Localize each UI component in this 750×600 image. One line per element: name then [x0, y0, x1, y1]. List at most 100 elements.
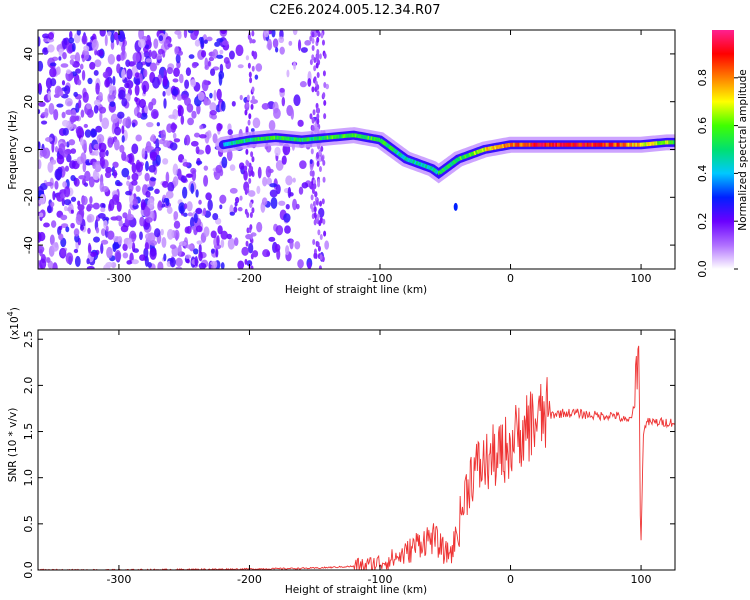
noise-speckle: [62, 150, 68, 158]
ridge-segment: [467, 153, 470, 158]
noise-speckle: [203, 226, 210, 237]
noise-speckle: [60, 63, 69, 68]
noise-speckle: [148, 165, 156, 173]
noise-speckle: [215, 164, 223, 174]
noise-speckle: [245, 55, 250, 61]
noise-speckle: [116, 54, 122, 62]
ridge-segment: [432, 167, 437, 173]
colorbar-label: Normalized spectral amplitude: [737, 69, 749, 230]
noise-speckle: [110, 33, 115, 44]
noise-streak: [317, 245, 321, 252]
noise-speckle: [61, 80, 66, 86]
noise-speckle: [109, 101, 116, 108]
ridge-segment: [392, 148, 397, 154]
noise-speckle: [149, 151, 158, 161]
noise-speckle: [121, 167, 130, 178]
noise-speckle: [172, 132, 177, 140]
noise-streak: [315, 62, 319, 69]
noise-speckle: [131, 259, 139, 265]
noise-streak: [321, 39, 325, 46]
noise-speckle: [199, 125, 204, 130]
noise-streak: [244, 188, 248, 195]
noise-speckle: [163, 253, 167, 262]
noise-speckle: [307, 77, 312, 87]
noise-speckle: [117, 30, 125, 42]
noise-speckle: [49, 234, 55, 246]
noise-speckle: [89, 61, 96, 70]
noise-streak: [323, 82, 327, 89]
noise-streak: [322, 70, 326, 77]
noise-speckle: [88, 176, 95, 188]
y-tick-label: 2.5: [22, 330, 35, 348]
noise-speckle: [180, 175, 187, 183]
noise-speckle: [132, 52, 141, 63]
noise-streak: [244, 165, 248, 172]
noise-speckle: [162, 158, 169, 165]
noise-speckle: [262, 249, 270, 258]
ridge-segment: [420, 162, 423, 167]
noise-speckle: [220, 30, 227, 35]
noise-speckle: [143, 69, 148, 78]
ridge-segment: [443, 166, 447, 171]
noise-speckle: [70, 148, 77, 154]
noise-speckle: [61, 111, 66, 119]
noise-streak: [249, 224, 253, 231]
noise-speckle: [223, 57, 230, 65]
noise-speckle: [170, 244, 177, 250]
ridge-segment: [429, 165, 433, 171]
noise-speckle: [284, 225, 291, 234]
spectrogram-plot-area: [38, 30, 675, 269]
noise-speckle: [81, 54, 85, 59]
noise-speckle: [97, 213, 106, 219]
noise-speckle: [60, 248, 66, 258]
noise-streak: [320, 32, 324, 39]
ridge-segment: [433, 168, 438, 174]
noise-speckle: [162, 75, 168, 87]
noise-speckle: [68, 37, 75, 44]
noise-speckle: [142, 84, 147, 95]
noise-speckle: [208, 56, 215, 62]
noise-speckle: [276, 184, 281, 195]
noise-streak: [312, 109, 316, 116]
snr-frame: [37, 329, 676, 571]
noise-speckle: [121, 46, 126, 56]
noise-speckle: [220, 230, 228, 240]
noise-speckle: [173, 220, 181, 229]
noise-speckle: [47, 161, 54, 173]
noise-speckle: [187, 117, 194, 126]
noise-speckle: [99, 110, 103, 123]
noise-streak: [323, 113, 327, 120]
noise-speckle: [176, 94, 183, 101]
noise-speckle: [184, 79, 190, 90]
ridge-segment: [441, 167, 446, 173]
noise-speckle: [61, 87, 68, 92]
noise-streak: [313, 206, 317, 213]
noise-speckle: [275, 225, 284, 236]
noise-speckle: [64, 165, 69, 172]
ridge-segment: [383, 141, 388, 147]
noise-speckle: [256, 221, 263, 233]
noise-streak: [244, 258, 248, 265]
noise-speckle: [71, 42, 76, 52]
noise-speckle: [294, 241, 301, 250]
colorbar-tick-label: 0.2: [696, 212, 709, 230]
snr-plot-area: [38, 345, 675, 570]
noise-speckle: [307, 261, 312, 269]
noise-speckle: [172, 163, 179, 176]
noise-speckle: [131, 172, 139, 181]
noise-speckle: [210, 68, 216, 76]
noise-speckle: [79, 63, 84, 70]
ridge-segment: [465, 153, 469, 159]
noise-speckle: [239, 195, 243, 201]
noise-speckle: [49, 67, 57, 78]
noise-speckle: [69, 160, 76, 169]
noise-speckle: [215, 248, 219, 258]
noise-speckle: [144, 255, 149, 267]
noise-speckle: [106, 246, 113, 259]
noise-speckle: [82, 91, 89, 103]
noise-speckle: [193, 248, 199, 255]
noise-speckle: [197, 91, 205, 101]
noise-streak: [249, 212, 253, 219]
noise-streak: [309, 59, 313, 66]
